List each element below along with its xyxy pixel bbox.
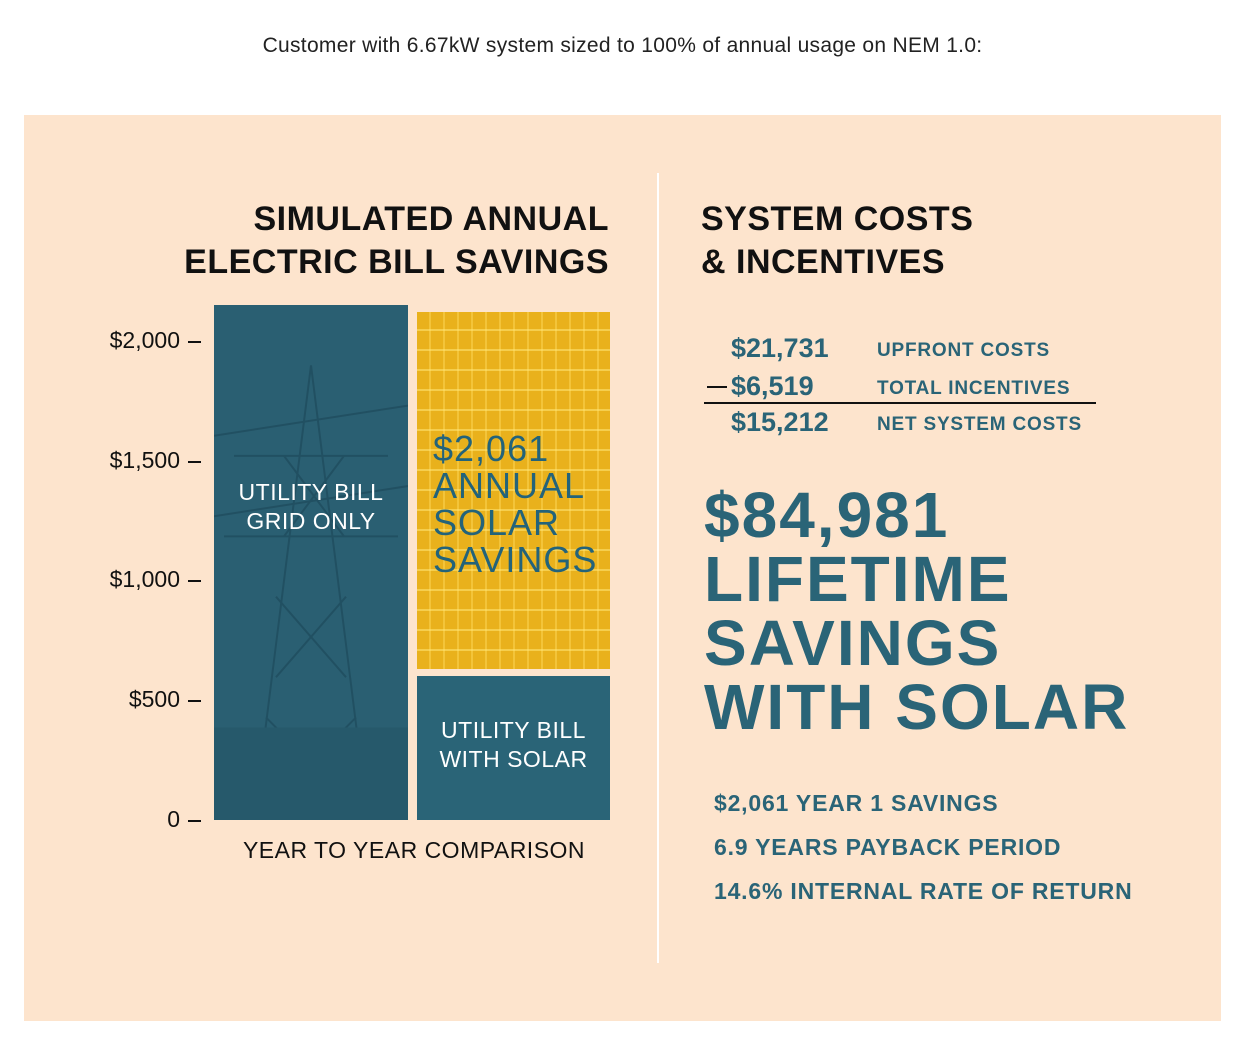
- grid-bar-label: UTILITY BILL GRID ONLY: [214, 478, 408, 536]
- cost-label: TOTAL INCENTIVES: [877, 378, 1071, 399]
- costs-heading-line-1: SYSTEM COSTS: [701, 200, 974, 238]
- chart-heading-line-2: ELECTRIC BILL SAVINGS: [184, 243, 609, 281]
- lifetime-line-3: SAVINGS: [704, 607, 1002, 679]
- costs-heading-line-2: & INCENTIVES: [701, 243, 946, 281]
- y-tick-label: $1,500: [109, 446, 180, 473]
- y-tick-label: $500: [128, 686, 180, 713]
- savings-bar-label: $2,061 ANNUAL SOLAR SAVINGS: [433, 430, 597, 578]
- bar-utility-grid-only: [214, 305, 408, 820]
- infographic-panel: SIMULATED ANNUAL ELECTRIC BILL SAVINGS S…: [24, 115, 1221, 1021]
- page-subtitle: Customer with 6.67kW system sized to 100…: [262, 34, 983, 57]
- savings-bar-label-line-3: SOLAR: [433, 502, 561, 544]
- column-divider: [657, 173, 659, 963]
- chart-heading-line-1: SIMULATED ANNUAL: [253, 200, 609, 238]
- stat-year-1-savings: $2,061 YEAR 1 SAVINGS: [714, 790, 999, 816]
- bill-savings-chart: $2,061 ANNUAL SOLAR SAVINGS UTILITY BILL…: [24, 115, 664, 1021]
- cost-label: NET SYSTEM COSTS: [877, 414, 1082, 435]
- stat-internal-rate-of-return: 14.6% INTERNAL RATE OF RETURN: [714, 878, 1133, 904]
- solar-bar-label-line-2: WITH SOLAR: [439, 746, 588, 773]
- savings-bar-label-line-4: SAVINGS: [433, 539, 598, 581]
- cost-label: UPFRONT COSTS: [877, 340, 1050, 361]
- cost-amount: $21,731: [731, 333, 829, 363]
- bar-annual-solar-savings: $2,061 ANNUAL SOLAR SAVINGS: [417, 312, 610, 670]
- transmission-tower-icon: [214, 365, 408, 820]
- x-axis-label: YEAR TO YEAR COMPARISON: [242, 837, 586, 863]
- grid-bar-label-line-1: UTILITY BILL: [238, 479, 384, 505]
- y-tick-label: $2,000: [109, 326, 180, 353]
- savings-bar-label-line-1: $2,061: [433, 428, 550, 470]
- lifetime-savings-callout: $84,981 LIFETIME SAVINGS WITH SOLAR: [704, 483, 1129, 739]
- minus-sign-icon: [707, 386, 727, 388]
- solar-bar-label: UTILITY BILL WITH SOLAR: [417, 716, 610, 774]
- costs-heading: SYSTEM COSTS & INCENTIVES: [701, 198, 973, 284]
- y-tick-mark: [188, 340, 201, 343]
- y-tick-mark: [188, 700, 201, 703]
- savings-stats-list: $2,061 YEAR 1 SAVINGS 6.9 YEARS PAYBACK …: [714, 787, 1133, 919]
- savings-bar-label-line-2: ANNUAL: [433, 465, 586, 507]
- stat-payback-period: 6.9 YEARS PAYBACK PERIOD: [714, 834, 1062, 860]
- lifetime-amount: $84,981: [704, 479, 950, 551]
- grid-bar-label-line-2: GRID ONLY: [246, 508, 376, 534]
- y-tick-label: 0: [167, 806, 180, 832]
- lifetime-line-4: WITH SOLAR: [704, 671, 1130, 743]
- cost-amount: $15,212: [731, 407, 829, 437]
- y-tick-label: $1,000: [109, 566, 180, 593]
- bar-utility-with-solar: UTILITY BILL WITH SOLAR: [417, 676, 610, 820]
- lifetime-line-2: LIFETIME: [704, 543, 1012, 615]
- solar-bar-label-line-1: UTILITY BILL: [441, 717, 586, 744]
- y-tick-mark: [188, 580, 201, 583]
- subtotal-rule: [704, 402, 1096, 404]
- y-tick-mark: [188, 820, 201, 822]
- cost-amount: $6,519: [731, 371, 814, 401]
- y-tick-mark: [188, 460, 201, 463]
- chart-heading: SIMULATED ANNUAL ELECTRIC BILL SAVINGS: [184, 198, 609, 284]
